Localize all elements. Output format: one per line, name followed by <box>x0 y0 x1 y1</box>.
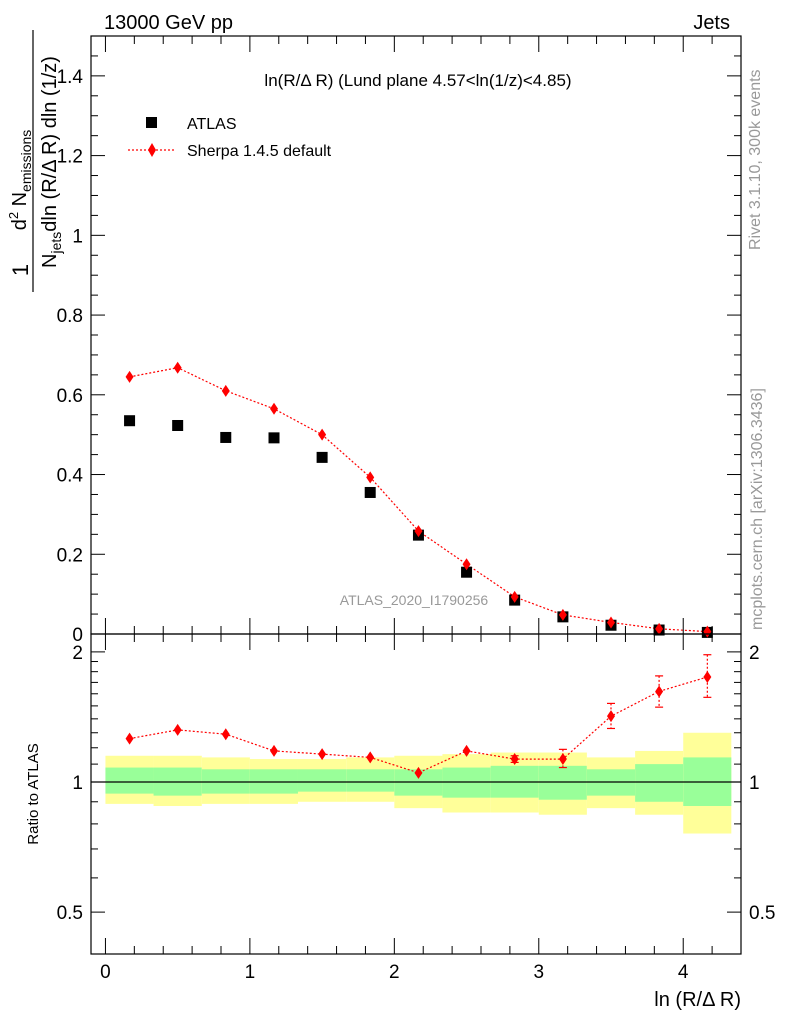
ratio-sherpa-point <box>318 748 327 761</box>
main-plot-axes: 0 0.2 0.4 0.6 0.8 1 1.2 1.4 <box>57 35 742 646</box>
main-y-tick-label: 0 <box>72 625 83 646</box>
atlas-data-point <box>461 566 473 578</box>
ratio-inner-band <box>346 769 395 792</box>
ylabel-den-sub: jets <box>48 232 64 255</box>
legend-sherpa-label: Sherpa 1.4.5 default <box>187 143 332 160</box>
sherpa-data-point <box>414 525 423 538</box>
sherpa-data-point <box>318 428 327 441</box>
mcplots-label: mcplots.cern.ch [arXiv:1306.3436] <box>749 388 766 630</box>
analysis-watermark: ATLAS_2020_I1790256 <box>340 592 489 608</box>
x-tick-label: 1 <box>245 962 256 983</box>
main-y-tick-label: 1.4 <box>57 67 84 88</box>
main-y-axis-label: 1 d2 Nemissions Njetsdln (R/Δ R) dln (1/… <box>6 30 64 292</box>
ratio-y-tick-label: 1 <box>72 773 83 794</box>
ylabel-num-d: d <box>9 219 31 230</box>
sherpa-data-point <box>173 361 182 374</box>
ylabel-den-n: N <box>39 253 61 267</box>
ratio-plot-axes: 0.5 0.5 1 1 2 2 0 1 2 3 4 <box>57 634 775 983</box>
ratio-sherpa-point <box>414 766 423 779</box>
sherpa-data-point <box>125 370 134 383</box>
main-y-tick-label: 1 <box>72 226 83 247</box>
x-tick-label: 0 <box>100 962 111 983</box>
ratio-inner-band <box>105 767 154 794</box>
ylabel-num-sub: emissions <box>18 130 34 192</box>
sherpa-data-point <box>366 471 375 484</box>
legend-atlas-label: ATLAS <box>187 116 237 133</box>
sherpa-data-point <box>558 608 567 621</box>
ratio-sherpa-point <box>510 753 519 766</box>
ylabel-one: 1 <box>8 264 33 276</box>
x-tick-label: 4 <box>678 962 689 983</box>
ratio-sherpa-point <box>462 744 471 757</box>
sherpa-data-point <box>270 402 279 415</box>
legend: ATLAS Sherpa 1.4.5 default <box>128 116 332 160</box>
ratio-sherpa-point <box>655 685 664 698</box>
sherpa-data-point <box>462 558 471 571</box>
header-energy-label: 13000 GeV pp <box>104 12 233 34</box>
main-plot-panel: 0 0.2 0.4 0.6 0.8 1 1.2 1.4 ln(R/Δ R) (Lund pla… <box>57 35 742 646</box>
ratio-y-tick-label-right: 1 <box>749 773 760 794</box>
ratio-sherpa-point <box>270 744 279 757</box>
ratio-sherpa-point <box>173 723 182 736</box>
x-tick-label: 2 <box>389 962 400 983</box>
main-plot-title: ln(R/Δ R) (Lund plane 4.57<ln(1/z)<4.85) <box>264 71 571 90</box>
main-y-tick-label: 0.2 <box>57 545 83 566</box>
ylabel-denominator: Njetsdln (R/Δ R) dln (1/z) <box>39 56 64 268</box>
ratio-uncertainty-bands <box>91 732 741 834</box>
sherpa-data-point <box>703 625 712 638</box>
ratio-sherpa-point <box>607 710 615 723</box>
ratio-y-axis-label: Ratio to ATLAS <box>25 743 42 844</box>
ratio-sherpa-point <box>703 670 712 683</box>
ratio-y-tick-label-right: 2 <box>749 643 760 664</box>
ratio-y-tick-label: 0.5 <box>57 903 83 924</box>
ratio-sherpa-point <box>221 728 230 741</box>
atlas-data-point <box>268 432 280 444</box>
main-y-tick-label: 0.6 <box>57 386 83 407</box>
sherpa-data-point <box>221 384 230 397</box>
main-y-tick-label: 1.2 <box>57 147 83 168</box>
legend-sherpa-marker <box>148 143 156 157</box>
main-y-tick-label: 0.4 <box>57 466 84 487</box>
main-plot-marks <box>124 361 713 638</box>
sherpa-data-point <box>655 622 664 635</box>
atlas-data-point <box>220 431 232 443</box>
ratio-y-tick-label: 2 <box>72 643 83 664</box>
ylabel-numerator: d2 Nemissions <box>6 130 34 231</box>
atlas-data-point <box>124 415 136 427</box>
rivet-label: Rivet 3.1.10, 300k events <box>747 69 764 250</box>
sherpa-data-point <box>510 590 519 603</box>
atlas-data-point <box>316 451 328 463</box>
atlas-data-point <box>364 486 376 498</box>
ylabel-num-n: N <box>9 192 31 212</box>
ratio-sherpa-point <box>366 751 375 764</box>
legend-atlas-marker <box>146 117 157 128</box>
ylabel-num-sup: 2 <box>6 212 21 219</box>
sherpa-data-point <box>607 616 615 629</box>
ratio-inner-band <box>297 769 347 792</box>
x-axis-label: ln (R/Δ R) <box>654 989 741 1011</box>
ratio-sherpa-point <box>558 753 567 766</box>
ratio-plot-frame <box>90 633 742 955</box>
ratio-inner-band <box>635 764 684 802</box>
ratio-plot-marks <box>125 654 712 779</box>
ratio-plot-panel: 0.5 0.5 1 1 2 2 0 1 2 3 4 <box>57 633 775 983</box>
header-jets-label: Jets <box>693 12 730 34</box>
atlas-data-point <box>172 419 184 431</box>
ratio-inner-band <box>538 765 587 800</box>
ylabel-den-rest: dln (R/Δ R) dln (1/z) <box>39 56 61 232</box>
x-tick-label: 3 <box>533 962 544 983</box>
ratio-sherpa-point <box>125 732 134 745</box>
ratio-y-tick-label-right: 0.5 <box>749 903 775 924</box>
ratio-inner-band <box>442 767 491 798</box>
main-y-tick-label: 0.8 <box>57 306 83 327</box>
